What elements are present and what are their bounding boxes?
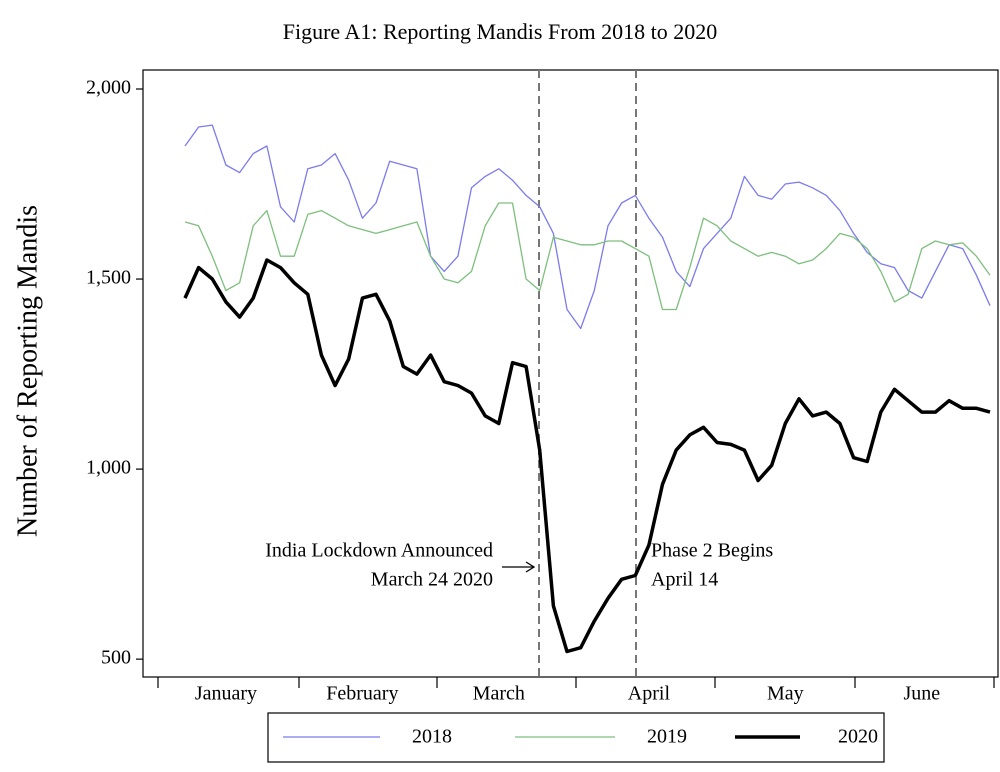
legend-label: 2018 <box>412 726 452 748</box>
plot-frame <box>142 69 999 678</box>
y-tick-label: 1,500 <box>86 267 131 289</box>
legend-label: 2020 <box>838 726 878 748</box>
x-tick-label: June <box>903 683 940 705</box>
legend-label: 2019 <box>647 726 687 748</box>
y-axis-title: Number of Reporting Mandis <box>12 205 43 537</box>
y-tick-label: 1,000 <box>86 457 131 479</box>
x-tick-label: January <box>195 683 257 705</box>
chart-title: Figure A1: Reporting Mandis From 2018 to… <box>283 19 718 44</box>
x-tick-label: May <box>767 683 804 705</box>
y-tick-label: 500 <box>101 647 131 669</box>
series-line <box>184 124 991 330</box>
annotation: Phase 2 Begins <box>651 540 773 562</box>
series-line <box>183 258 991 654</box>
x-tick-label: March <box>473 683 525 705</box>
annotation: March 24 2020 <box>371 569 493 591</box>
x-tick-label: April <box>628 683 671 705</box>
series-line <box>184 202 991 311</box>
annotation: India Lockdown Announced <box>265 540 493 562</box>
arrow-head <box>525 561 536 573</box>
y-tick-label: 2,000 <box>86 77 131 99</box>
x-tick-label: February <box>326 683 398 705</box>
annotation: April 14 <box>651 569 718 591</box>
